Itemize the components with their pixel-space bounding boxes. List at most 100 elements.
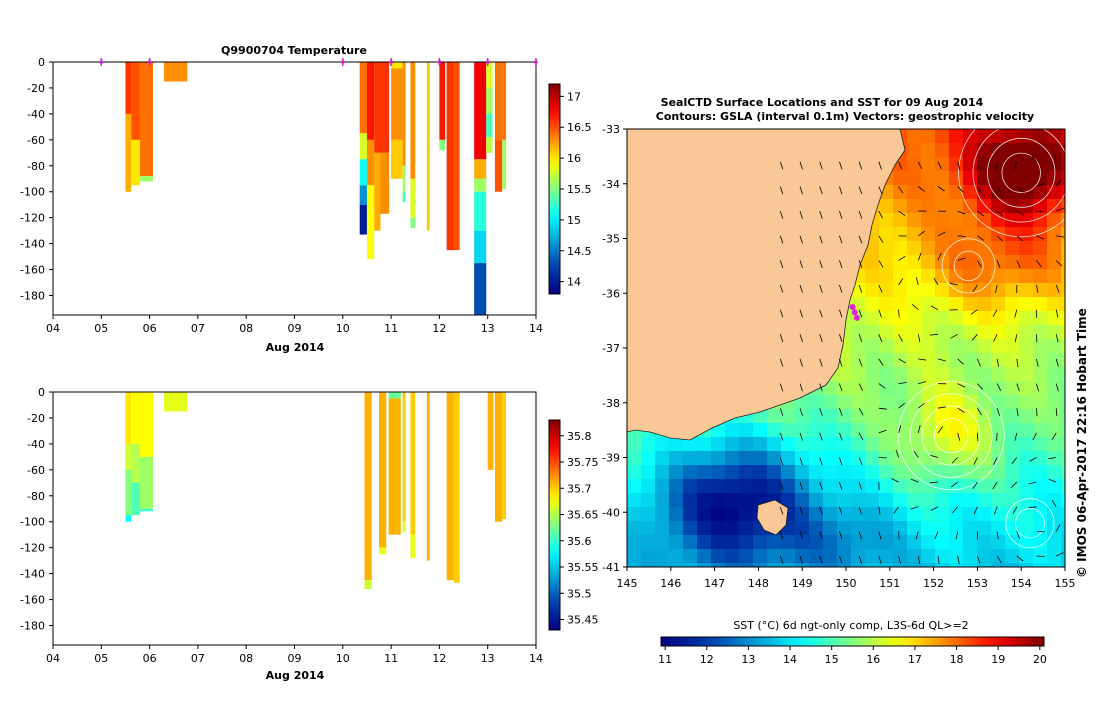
sst-cell — [1033, 325, 1048, 340]
cbar-tick-label: 16 — [567, 152, 581, 165]
cbar-tick-label: 17 — [567, 90, 581, 103]
sst-cell — [795, 521, 810, 536]
x-tick-label: 12 — [432, 652, 446, 665]
surface-marker-dot — [148, 60, 152, 64]
sst-map-panel: SealCTD Surface Locations and SST for 09… — [602, 96, 1089, 666]
sst-cell — [893, 269, 908, 284]
velocity-arrow — [899, 531, 900, 539]
sst-cell — [991, 507, 1006, 522]
sst-cell — [977, 325, 992, 340]
sst-cell — [893, 493, 908, 508]
sst-cell — [1005, 227, 1020, 242]
profile-cell-1-2-0 — [140, 392, 153, 457]
sst-cell — [753, 465, 768, 480]
sst-cell — [879, 493, 894, 508]
sst-cell — [879, 325, 894, 340]
sst-cell — [893, 255, 908, 270]
salinity-y-ticks: 0-20-40-60-80-100-120-140-160-180 — [20, 386, 53, 633]
sst-cell — [725, 451, 740, 466]
cbar-tick-label: 35.7 — [567, 482, 592, 495]
x-tick-label: 14 — [529, 652, 543, 665]
sst-cell — [627, 479, 642, 494]
sst-cell — [1047, 269, 1062, 284]
sst-cell — [1019, 437, 1034, 452]
profile-cell-0-12-0 — [439, 62, 445, 140]
map-x-tick-label: 147 — [704, 577, 725, 590]
sst-cell — [963, 353, 978, 368]
sst-cell — [837, 493, 852, 508]
sst-cell — [1033, 283, 1048, 298]
profile-cell-1-2-2 — [140, 509, 153, 512]
sst-cell — [823, 507, 838, 522]
profile-cell-0-17-0 — [495, 62, 502, 140]
sst-cell — [641, 521, 656, 536]
sst-cell — [1019, 129, 1034, 144]
salinity-colorbar — [549, 420, 560, 630]
sst-cell — [1033, 437, 1048, 452]
sst-cell — [641, 437, 656, 452]
sst-cell — [879, 507, 894, 522]
sst-cell — [1047, 437, 1062, 452]
sst-cell — [1005, 395, 1020, 410]
sst-cbar-tick-label: 19 — [991, 653, 1005, 666]
sst-cell — [837, 409, 852, 424]
sst-cell — [739, 451, 754, 466]
sst-cell — [809, 521, 824, 536]
y-tick-label: -40 — [27, 438, 45, 451]
sst-cell — [1033, 297, 1048, 312]
sst-cell — [893, 437, 908, 452]
sst-cell — [893, 227, 908, 242]
sst-cell — [739, 437, 754, 452]
y-tick-label: -40 — [27, 108, 45, 121]
sst-cell — [1061, 311, 1076, 326]
sst-cell — [1019, 381, 1034, 396]
profile-cell-0-3-0 — [164, 62, 187, 81]
sst-cell — [1033, 339, 1048, 354]
sst-cell — [921, 367, 936, 382]
sst-cell — [935, 171, 950, 186]
sst-cell — [781, 451, 796, 466]
x-tick-label: 05 — [94, 652, 108, 665]
sst-cell — [809, 423, 824, 438]
sst-cell — [949, 157, 964, 172]
sst-cell — [879, 395, 894, 410]
sst-cell — [851, 395, 866, 410]
profile-cell-1-3-0 — [164, 392, 187, 411]
sst-cell — [963, 269, 978, 284]
sst-cell — [739, 423, 754, 438]
sst-cell — [1047, 549, 1062, 564]
sst-cell — [1047, 129, 1062, 144]
sst-cell — [1061, 339, 1076, 354]
sst-cell — [963, 157, 978, 172]
sst-cell — [1061, 143, 1076, 158]
x-tick-label: 09 — [288, 322, 302, 335]
sst-cell — [1005, 311, 1020, 326]
sst-cell — [963, 241, 978, 256]
sst-cell — [1005, 171, 1020, 186]
sst-cell — [879, 563, 894, 578]
sst-cell — [893, 297, 908, 312]
profile-cell-0-4-3 — [360, 185, 367, 204]
sst-cell — [991, 311, 1006, 326]
y-tick-label: -140 — [20, 568, 45, 581]
sst-cell — [641, 549, 656, 564]
sst-cell — [1061, 367, 1076, 382]
cbar-tick-label: 35.65 — [567, 509, 599, 522]
sst-cell — [865, 535, 880, 550]
sst-cell — [823, 451, 838, 466]
sst-cell — [907, 129, 922, 144]
sst-colorbar — [661, 637, 1044, 646]
x-tick-label: 11 — [384, 322, 398, 335]
sst-cell — [963, 171, 978, 186]
sst-cell — [907, 227, 922, 242]
sst-colorbar-label: SST (°C) 6d ngt-only comp, L3S-6d QL>=2 — [733, 619, 968, 632]
map-y-ticks: -33-34-35-36-37-38-39-40-41 — [602, 123, 627, 574]
sst-cell — [963, 423, 978, 438]
profile-cell-0-13-0 — [447, 62, 454, 250]
sst-cell — [809, 409, 824, 424]
sst-cell — [949, 199, 964, 214]
y-tick-label: -120 — [20, 542, 45, 555]
sst-cell — [963, 409, 978, 424]
map-x-tick-label: 150 — [836, 577, 857, 590]
sst-cell — [907, 367, 922, 382]
